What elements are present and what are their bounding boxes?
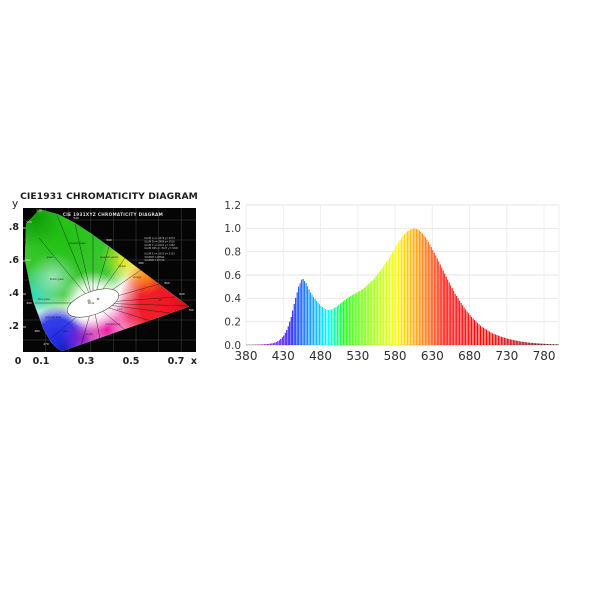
legend-line: ILLUM D65 x=.3127 y=.3290 xyxy=(145,247,179,250)
spd-x-tick-label: 630 xyxy=(421,349,444,363)
cie-inner-title: CIE 1931XYZ CHROMATICITY DIAGRAM xyxy=(63,212,163,217)
cie-y-tick-label: .8 xyxy=(8,222,19,233)
region-label: greenish blue xyxy=(45,316,61,319)
region-label: bluish green xyxy=(50,278,65,281)
region-label: yellow xyxy=(118,265,125,268)
spd-y-tick-label: 0.6 xyxy=(225,270,241,282)
spd-x-tick-label: 430 xyxy=(272,349,295,363)
cie-y-axis-letter: y xyxy=(12,198,19,210)
wavelength-label: 520 xyxy=(36,209,42,213)
legend-line: SOURCE C 6774K xyxy=(145,259,165,262)
cie-x-tick-label: 0 xyxy=(14,356,22,367)
wavelength-label: 480 xyxy=(34,329,40,333)
cie-y-tick-label: .6 xyxy=(8,255,19,266)
region-label: blue xyxy=(63,330,69,333)
region-label: purple xyxy=(85,333,93,336)
cie-x-tick-label: 0.7 xyxy=(167,356,185,367)
spd-x-tick-label: 480 xyxy=(309,349,332,363)
spd-x-tick-label: 380 xyxy=(235,349,258,363)
legend-line: ILLUM C x=.3101 y=.3162 xyxy=(145,244,176,247)
spd-y-tick-label: 0.2 xyxy=(225,316,241,328)
legend-line: ILLUM B x=.3484 y=.3516 xyxy=(145,240,176,243)
white-region-ellipse xyxy=(67,288,119,318)
cie-x-tick-label: 0.3 xyxy=(77,356,95,367)
spd-y-tick-label: 1.2 xyxy=(225,200,241,212)
spd-chart: 0.0 0.2 0.4 0.6 0.8 1.0 1.2 380 430 480 530 580 630 6… xyxy=(225,200,560,363)
wavelength-label: 600 xyxy=(164,281,170,285)
wavelength-label: 490 xyxy=(26,301,32,305)
region-label: green xyxy=(47,256,54,259)
wavelength-label: 470 xyxy=(43,342,49,346)
spd-axis-labels: 0.0 0.2 0.4 0.6 0.8 1.0 1.2 380 430 480 530 580 630 6… xyxy=(225,200,556,363)
region-label: yellowish green xyxy=(68,242,87,245)
spd-y-tick-label: 0.0 xyxy=(225,340,241,352)
cie-y-tick-label: .2 xyxy=(8,321,19,332)
spd-spectrum-bars xyxy=(246,228,559,345)
cie-x-tick-labels: 0 0.1 0.3 0.5 0.7 xyxy=(0,356,210,369)
spd-x-tick-label: 730 xyxy=(495,349,518,363)
cie-x-axis-letter: x xyxy=(190,356,198,367)
wavelength-label: 620 xyxy=(179,292,185,296)
spd-y-tick-label: 0.8 xyxy=(225,246,241,258)
region-label: pink xyxy=(118,308,124,311)
region-label: blue green xyxy=(38,298,51,301)
region-label: white xyxy=(88,302,95,305)
legend-line: SOURCE A 2856K xyxy=(145,256,165,259)
cie-wavelength-labels: 470 480 490 500 510 520 540 560 580 600 620 700 xyxy=(25,209,194,347)
spd-y-tick-label: 0.4 xyxy=(225,293,241,305)
cie-x-tick-label: 0.1 xyxy=(32,356,50,367)
spd-y-tick-label: 1.0 xyxy=(225,223,241,235)
cie-y-tick-label: .4 xyxy=(8,288,19,299)
legend-line: ILLUM E x=.3333 y=.3333 xyxy=(145,252,176,255)
region-label: red xyxy=(158,299,162,302)
cie-x-tick-label: 0.5 xyxy=(122,356,140,367)
region-label: greenish yellow xyxy=(100,256,118,259)
spd-x-tick-label: 580 xyxy=(384,349,407,363)
cie-region-labels: green yellowish green greenish yellow yello… xyxy=(38,242,163,336)
wavelength-label: 700 xyxy=(188,308,194,312)
spd-x-tick-label: 680 xyxy=(458,349,481,363)
wavelength-label: 540 xyxy=(73,216,79,220)
wavelength-label: 500 xyxy=(25,258,31,262)
wavelength-label: 510 xyxy=(26,220,32,224)
region-label: orange xyxy=(133,276,142,279)
region-label: purplish pink xyxy=(106,323,122,326)
cie-diagram: CIE 1931XYZ CHROMATICITY DIAGRAM ILLUM A… xyxy=(23,208,196,352)
legend-line: ILLUM A x=.4476 y=.4074 xyxy=(145,237,176,240)
cie-chart-title: CIE1931 CHROMATICITY DIAGRAM xyxy=(20,191,198,202)
spectral-locus-outline xyxy=(24,209,190,352)
wavelength-label: 560 xyxy=(106,238,112,242)
white-point-markers xyxy=(87,297,100,303)
spd-x-tick-label: 780 xyxy=(533,349,556,363)
wavelength-label: 580 xyxy=(138,261,144,265)
spd-x-tick-label: 530 xyxy=(346,349,369,363)
